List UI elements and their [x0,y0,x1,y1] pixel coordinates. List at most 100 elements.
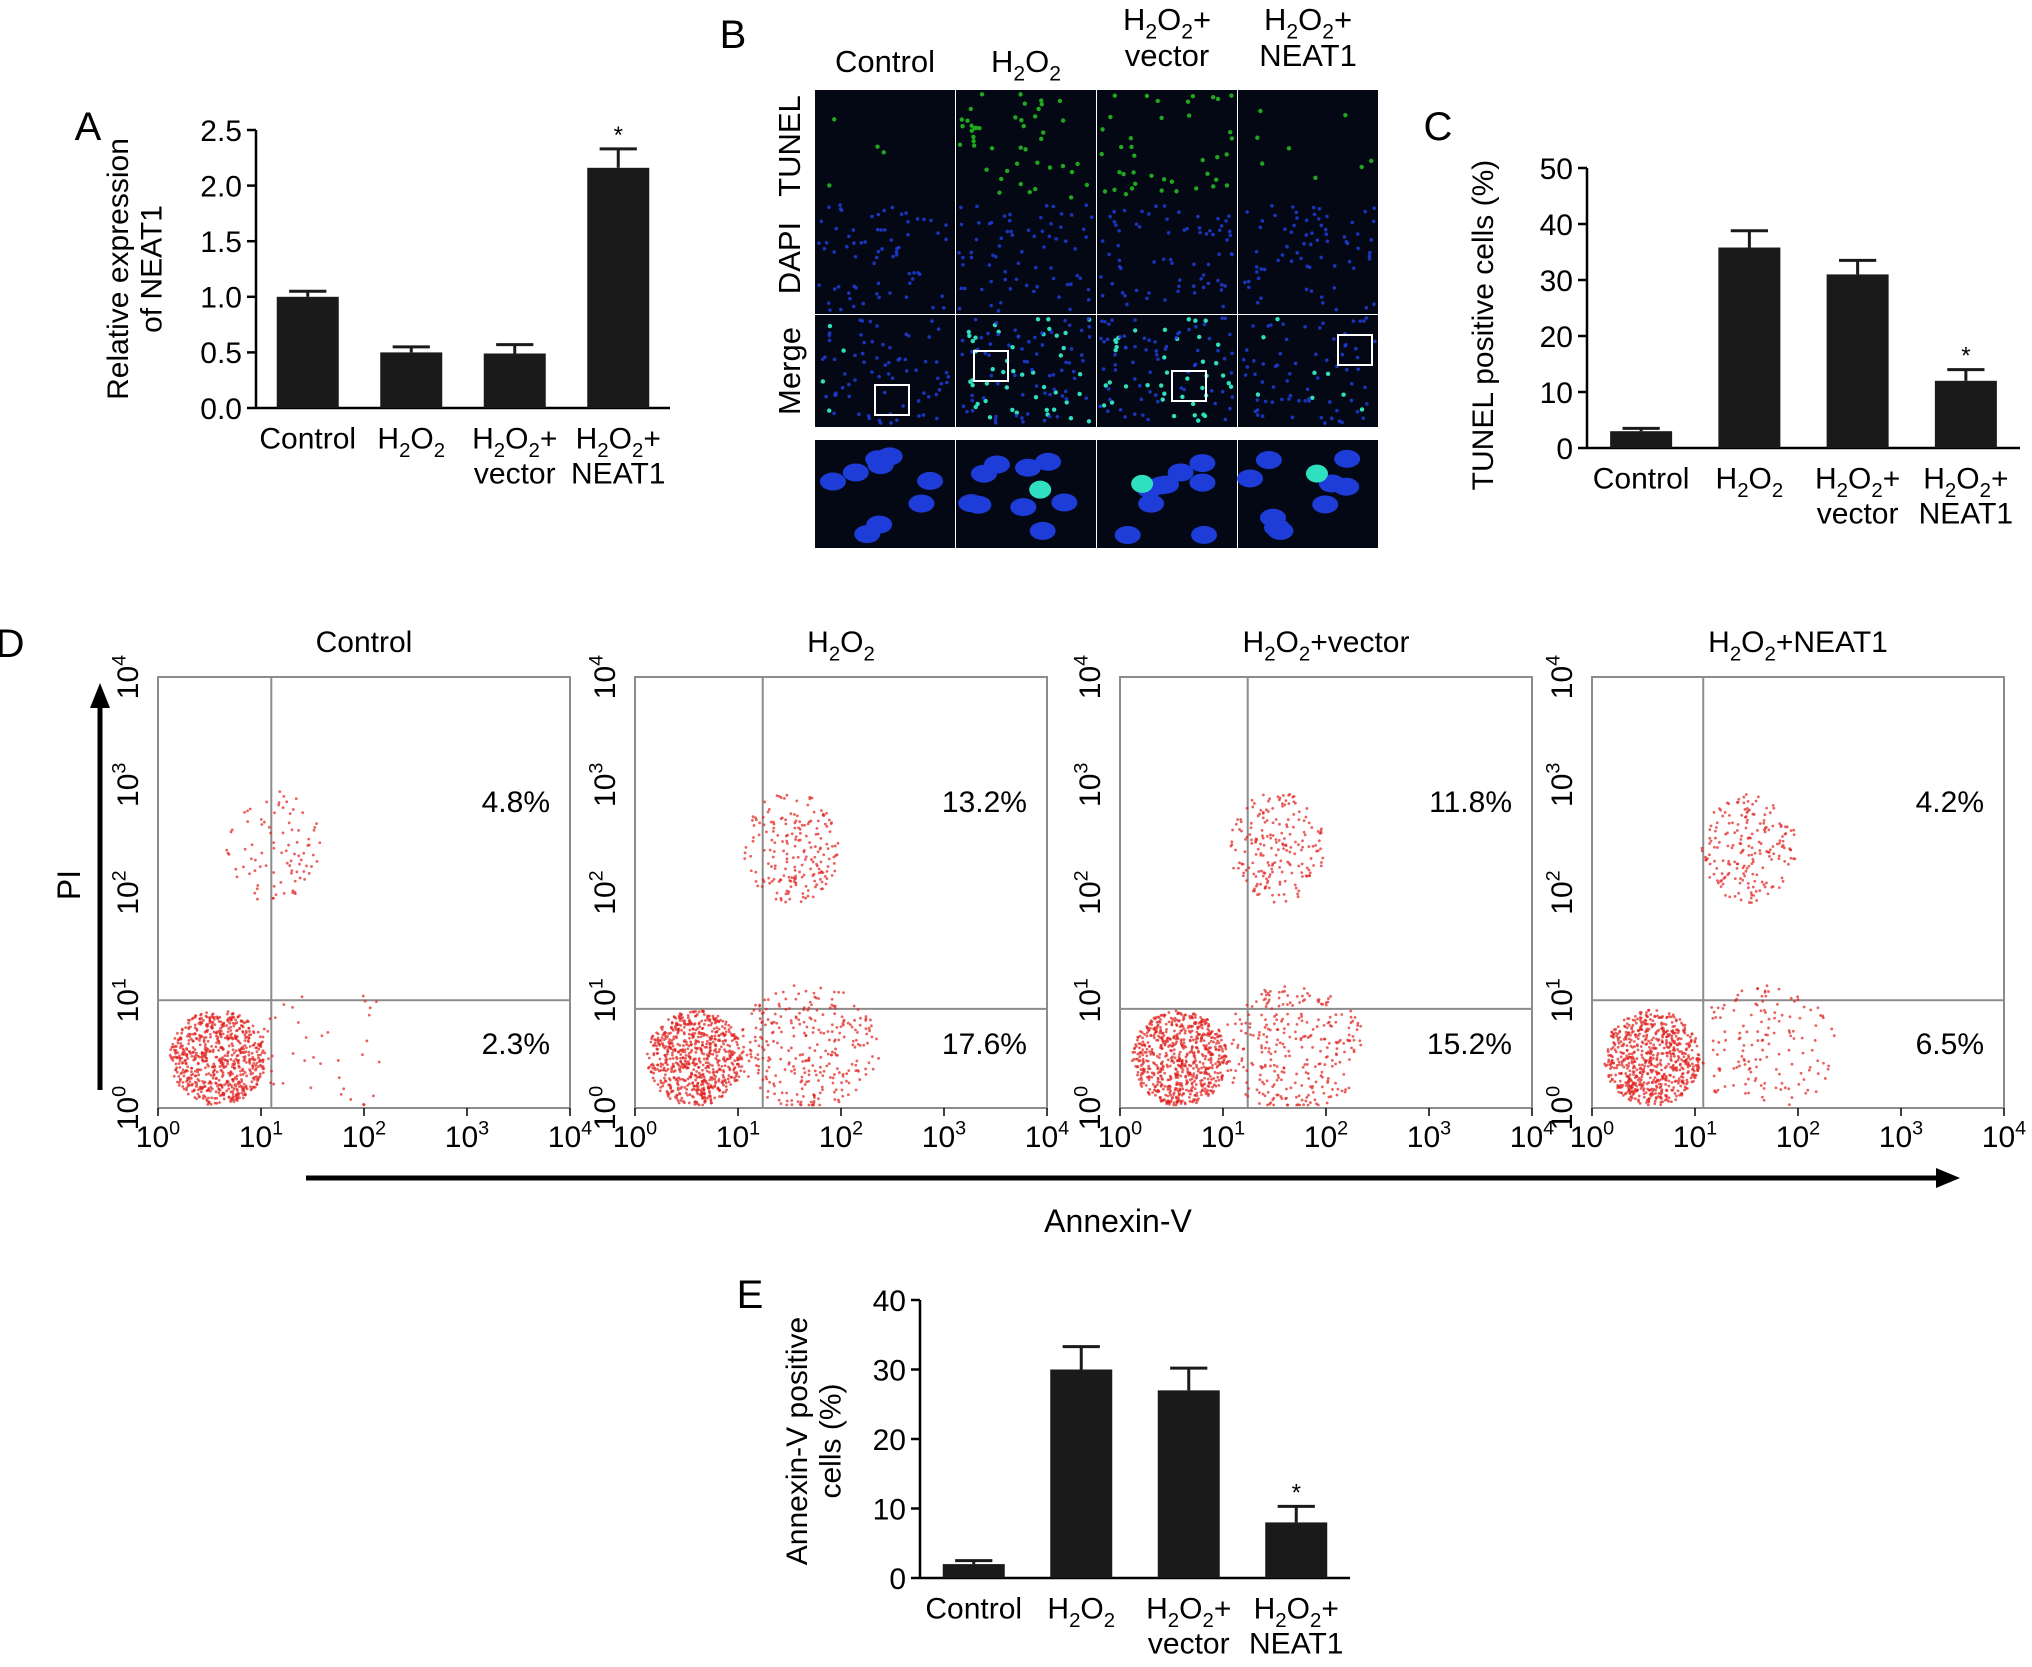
event-dot [1315,1025,1319,1028]
event-dot [1671,1029,1675,1032]
event-dot [833,1006,837,1010]
event-dot [1246,1094,1250,1098]
dapi-nucleus [1113,363,1118,367]
event-dot [1616,1057,1620,1061]
event-dot [1683,1023,1687,1027]
dapi-nucleus [989,373,994,378]
event-dot [1278,822,1281,826]
dapi-nucleus [1324,358,1329,363]
event-dot [236,1096,239,1100]
dapi-nucleus [1086,287,1091,292]
row-label: DAPI [772,222,807,294]
event-dot [1668,1033,1672,1036]
dapi-nucleus [827,331,832,335]
dapi-nucleus [915,217,920,221]
event-dot [244,1031,248,1035]
event-dot [1156,1023,1160,1027]
event-dot [312,828,316,832]
event-dot [315,822,318,825]
event-dot [1265,993,1268,997]
dapi-nucleus [1003,277,1008,282]
event-dot [1645,1042,1649,1046]
lower-right-percent: 15.2% [1427,1028,1512,1061]
event-dot [769,820,773,824]
event-dot [218,1101,221,1104]
dapi-nucleus [1363,209,1367,214]
event-dot [178,1056,181,1060]
event-dot [697,1031,701,1035]
event-dot [193,1048,197,1051]
column-label: H2O2​+ [1123,2,1211,44]
event-dot [1743,808,1747,811]
event-dot [1609,1080,1612,1083]
tunel-spot [1224,183,1230,188]
event-dot [653,1079,656,1083]
event-dot [787,890,791,894]
y-tick-label: 102 [1070,870,1107,914]
event-dot [231,1021,235,1025]
event-dot [852,1004,856,1008]
bar [1934,380,1997,448]
event-dot [1324,1003,1328,1007]
event-dot [1691,1068,1694,1071]
event-dot [1167,1020,1171,1024]
event-dot [1709,824,1713,828]
event-dot [1642,1058,1646,1062]
event-dot [683,1086,687,1089]
dapi-nucleus [1013,328,1017,332]
event-dot [678,1068,681,1072]
event-dot [782,849,785,853]
dapi-nucleus [1276,258,1280,263]
dapi-nucleus [879,228,883,232]
event-dot [1264,808,1268,812]
event-dot [1272,900,1276,904]
event-dot [1158,1031,1162,1035]
event-dot [1323,1037,1327,1041]
dapi-nucleus [1051,204,1056,209]
event-dot [215,1041,218,1045]
event-dot [1152,1036,1156,1040]
dapi-nucleus [1086,297,1091,302]
event-dot [707,1051,711,1055]
event-dot [1217,1057,1221,1061]
event-dot [798,870,801,874]
dapi-nucleus [875,292,879,296]
tunel-spot [1021,123,1026,129]
event-dot [1733,860,1737,864]
event-dot [697,1022,701,1026]
tunel-spot [1205,171,1210,177]
event-dot [1627,1024,1631,1027]
event-dot [797,1018,801,1022]
event-dot [1297,889,1301,893]
event-dot [291,1005,294,1009]
event-dot [1668,1073,1672,1077]
event-dot [193,1069,197,1073]
event-dot [200,1017,204,1020]
dapi-nucleus [922,217,926,222]
event-dot [1286,1103,1290,1107]
event-dot [1277,996,1281,1000]
event-dot [1628,1069,1632,1073]
dapi-nucleus [1047,373,1052,378]
event-dot [669,1026,673,1030]
event-dot [1655,1037,1658,1041]
event-dot [749,1055,753,1059]
event-dot [1276,1038,1280,1042]
event-dot [650,1037,653,1041]
event-dot [176,1080,179,1084]
event-dot [1271,893,1274,897]
event-dot [1687,1045,1691,1049]
dapi-nucleus [1372,206,1377,211]
dapi-nucleus [876,249,881,254]
event-dot [685,1060,688,1064]
dapi-nucleus [1255,300,1260,305]
event-dot [361,1053,364,1057]
event-dot [1623,1024,1626,1028]
dapi-nucleus [921,413,926,417]
event-dot [1645,1033,1649,1037]
event-dot [717,1034,721,1037]
x-tick-label: 102 [342,1117,386,1154]
event-dot [1610,1047,1613,1051]
event-dot [1319,1037,1323,1041]
event-dot [700,1087,704,1091]
